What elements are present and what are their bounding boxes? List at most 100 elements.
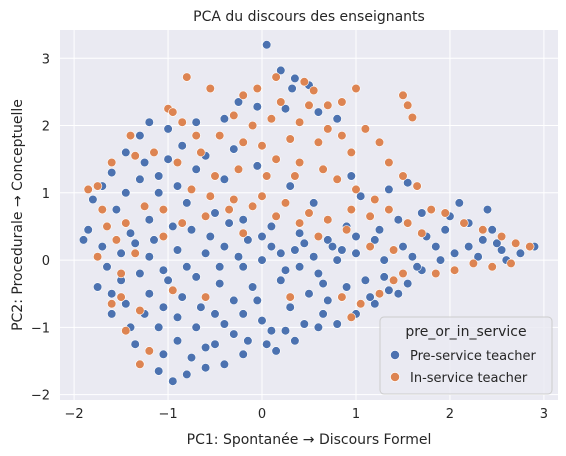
- data-point: [257, 231, 267, 242]
- data-point: [125, 228, 136, 238]
- data-point: [266, 221, 277, 231]
- data-point: [309, 252, 319, 262]
- data-point: [346, 312, 356, 322]
- data-point: [497, 231, 507, 242]
- data-point: [201, 211, 211, 221]
- data-point: [191, 164, 201, 174]
- data-point: [403, 218, 413, 228]
- data-point: [332, 255, 342, 265]
- data-point: [280, 198, 291, 208]
- data-point: [144, 215, 154, 225]
- data-point: [205, 191, 215, 201]
- legend-marker-pre-service: [390, 350, 400, 360]
- data-point: [511, 238, 521, 248]
- data-point: [403, 100, 413, 110]
- data-point: [210, 339, 220, 349]
- data-point: [360, 124, 371, 134]
- x-axis-label: PC1: Spontanée → Discours Formel: [187, 432, 432, 448]
- data-point: [229, 144, 239, 154]
- data-point: [229, 110, 239, 120]
- legend-title: pre_or_in_service: [405, 324, 526, 340]
- data-point: [262, 40, 272, 50]
- data-point: [313, 107, 324, 117]
- data-point: [248, 120, 258, 131]
- data-point: [130, 238, 140, 248]
- data-point: [276, 275, 286, 285]
- data-point: [83, 225, 93, 235]
- data-point: [417, 208, 427, 218]
- data-point: [191, 322, 201, 332]
- data-point: [309, 85, 319, 96]
- data-point: [248, 201, 258, 211]
- data-point: [473, 252, 483, 262]
- data-point: [158, 205, 168, 215]
- data-point: [337, 97, 347, 107]
- data-point: [238, 262, 248, 272]
- data-point: [323, 100, 333, 110]
- x-tick-label: −1: [158, 407, 177, 422]
- data-point: [158, 349, 168, 359]
- data-point: [238, 228, 248, 238]
- data-point: [370, 235, 380, 245]
- data-point: [464, 242, 474, 252]
- data-point: [450, 248, 460, 258]
- data-point: [224, 205, 234, 215]
- data-point: [107, 157, 117, 168]
- data-point: [351, 184, 361, 194]
- data-point: [262, 171, 272, 181]
- data-point: [219, 319, 229, 329]
- data-points: [78, 40, 540, 386]
- data-point: [186, 184, 197, 194]
- data-point: [168, 285, 178, 295]
- data-point: [266, 242, 277, 252]
- data-point: [318, 164, 328, 174]
- data-point: [342, 225, 352, 235]
- data-point: [121, 147, 131, 157]
- data-point: [177, 218, 187, 228]
- data-point: [111, 235, 121, 245]
- data-point: [304, 289, 314, 299]
- data-point: [290, 171, 300, 181]
- legend-label-in-service: In-service teacher: [410, 371, 528, 386]
- data-point: [97, 205, 107, 215]
- series-in-service: [83, 72, 535, 369]
- data-point: [276, 65, 286, 75]
- data-point: [374, 289, 385, 299]
- data-point: [154, 366, 164, 376]
- data-point: [243, 336, 253, 346]
- data-point: [346, 205, 356, 215]
- data-point: [257, 191, 267, 201]
- data-point: [309, 198, 319, 208]
- data-point: [515, 248, 526, 258]
- data-point: [140, 201, 150, 211]
- legend-marker-in-service: [390, 372, 400, 382]
- data-point: [398, 268, 408, 279]
- data-point: [177, 141, 187, 151]
- data-point: [487, 262, 497, 272]
- data-point: [229, 295, 239, 306]
- data-point: [186, 225, 197, 235]
- data-point: [154, 322, 164, 332]
- data-point: [478, 235, 488, 245]
- data-point: [238, 215, 248, 225]
- data-point: [287, 83, 297, 94]
- legend-label-pre-service: Pre-service teacher: [410, 349, 537, 364]
- data-point: [290, 73, 300, 83]
- data-point: [365, 242, 375, 252]
- data-point: [257, 316, 267, 326]
- data-point: [168, 376, 178, 386]
- data-point: [525, 242, 535, 252]
- data-point: [271, 346, 281, 356]
- x-tick-labels: −2 −1 0 1 2 3: [65, 407, 549, 422]
- data-point: [201, 292, 211, 302]
- data-point: [318, 309, 328, 319]
- data-point: [172, 245, 183, 255]
- data-point: [299, 238, 309, 248]
- data-point: [121, 188, 131, 198]
- data-point: [280, 326, 291, 336]
- data-point: [323, 124, 333, 134]
- data-point: [271, 154, 281, 164]
- data-point: [285, 181, 295, 191]
- data-point: [215, 279, 225, 289]
- data-point: [384, 184, 394, 194]
